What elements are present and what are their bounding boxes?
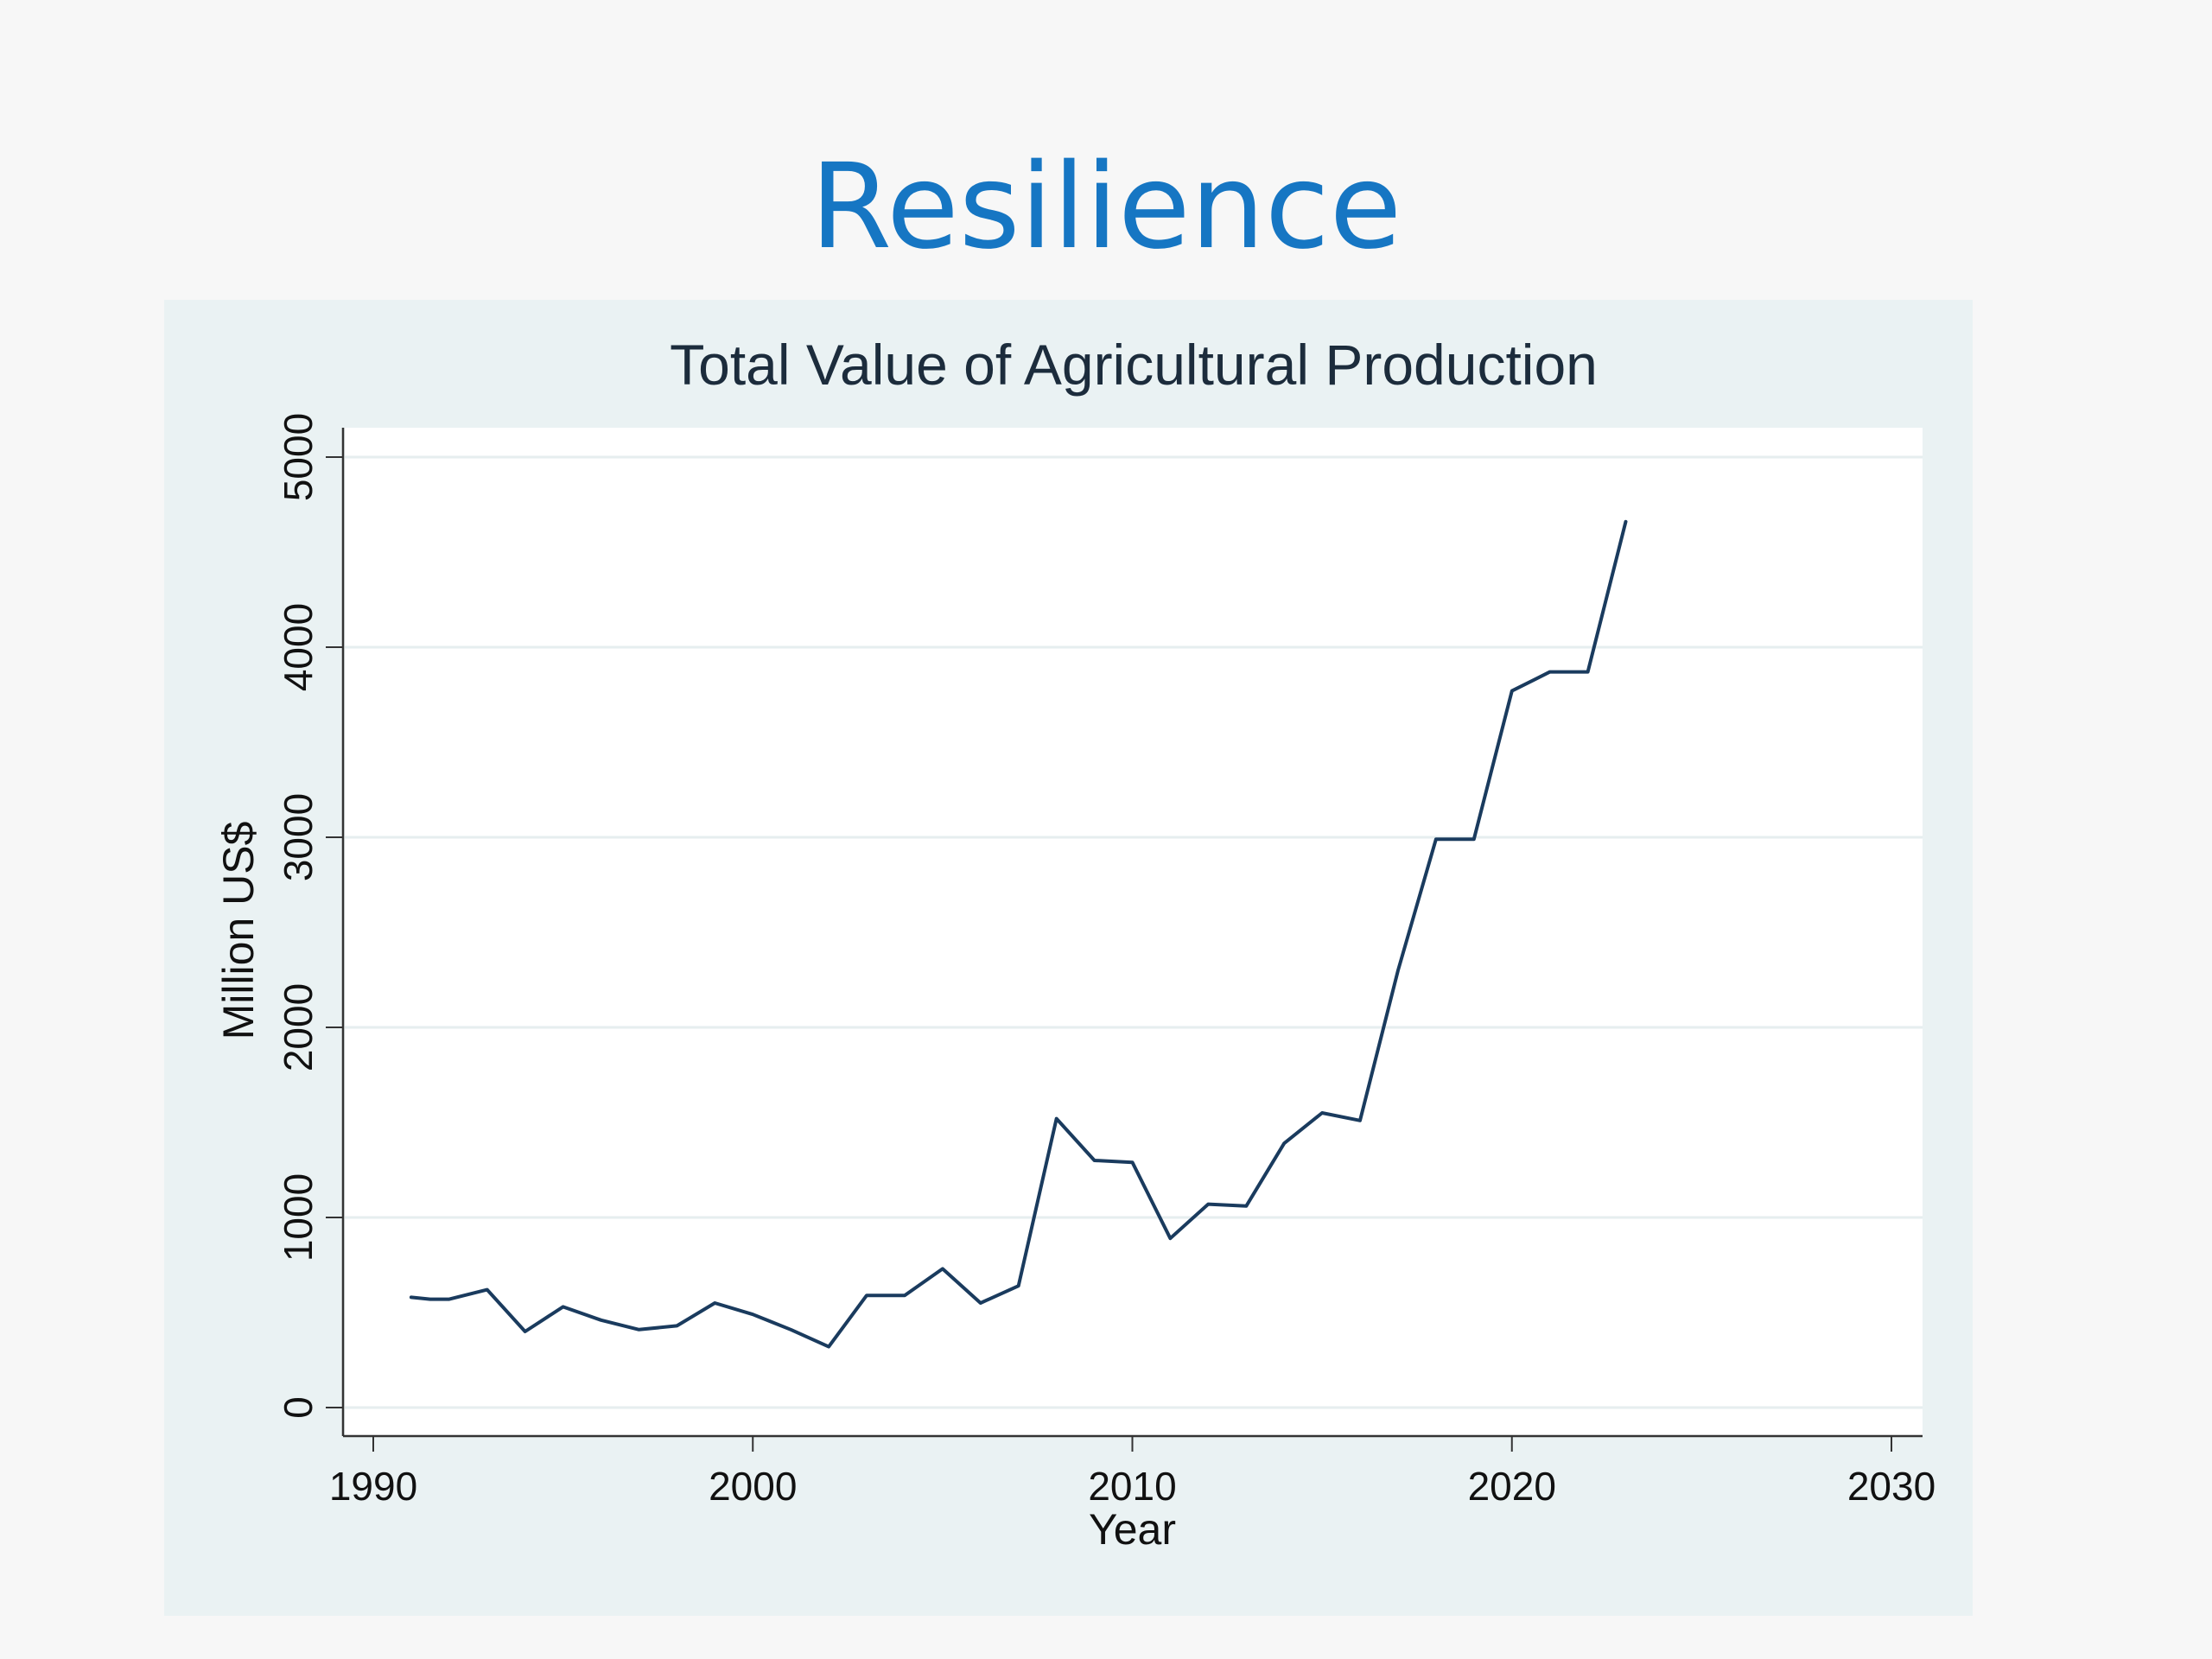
line-chart: 0 1000 2000 3000 4000 5000 1990 2000 2010 2020 203…: [214, 333, 1936, 1554]
x-tick-label: 2030: [1847, 1464, 1936, 1509]
x-tick-label: 2020: [1468, 1464, 1556, 1509]
x-tick-label: 2000: [709, 1464, 797, 1509]
y-tick-label: 1000: [276, 1173, 321, 1262]
y-tick-label: 3000: [276, 793, 321, 881]
series-layer: [409, 519, 1628, 1349]
chart-title: Total Value of Agricultural Production: [670, 333, 1598, 397]
y-tick-label: 0: [276, 1396, 321, 1419]
y-tick-label: 4000: [276, 603, 321, 691]
axes: 0 1000 2000 3000 4000 5000 1990 2000 2010 2020 203…: [276, 413, 1936, 1509]
chart-panel: 0 1000 2000 3000 4000 5000 1990 2000 2010 2020 203…: [164, 300, 1973, 1616]
y-tick-label: 5000: [276, 413, 321, 501]
x-axis-label: Year: [1089, 1505, 1176, 1554]
plot-area: [345, 428, 1923, 1436]
y-tick-label: 2000: [276, 983, 321, 1071]
series-line-0: [409, 519, 1628, 1349]
y-axis-label: Million US$: [214, 822, 263, 1040]
gridlines: [345, 455, 1923, 1409]
x-tick-label: 1990: [329, 1464, 417, 1509]
x-tick-label: 2010: [1088, 1464, 1176, 1509]
slide-title: Resilience: [810, 139, 1402, 276]
